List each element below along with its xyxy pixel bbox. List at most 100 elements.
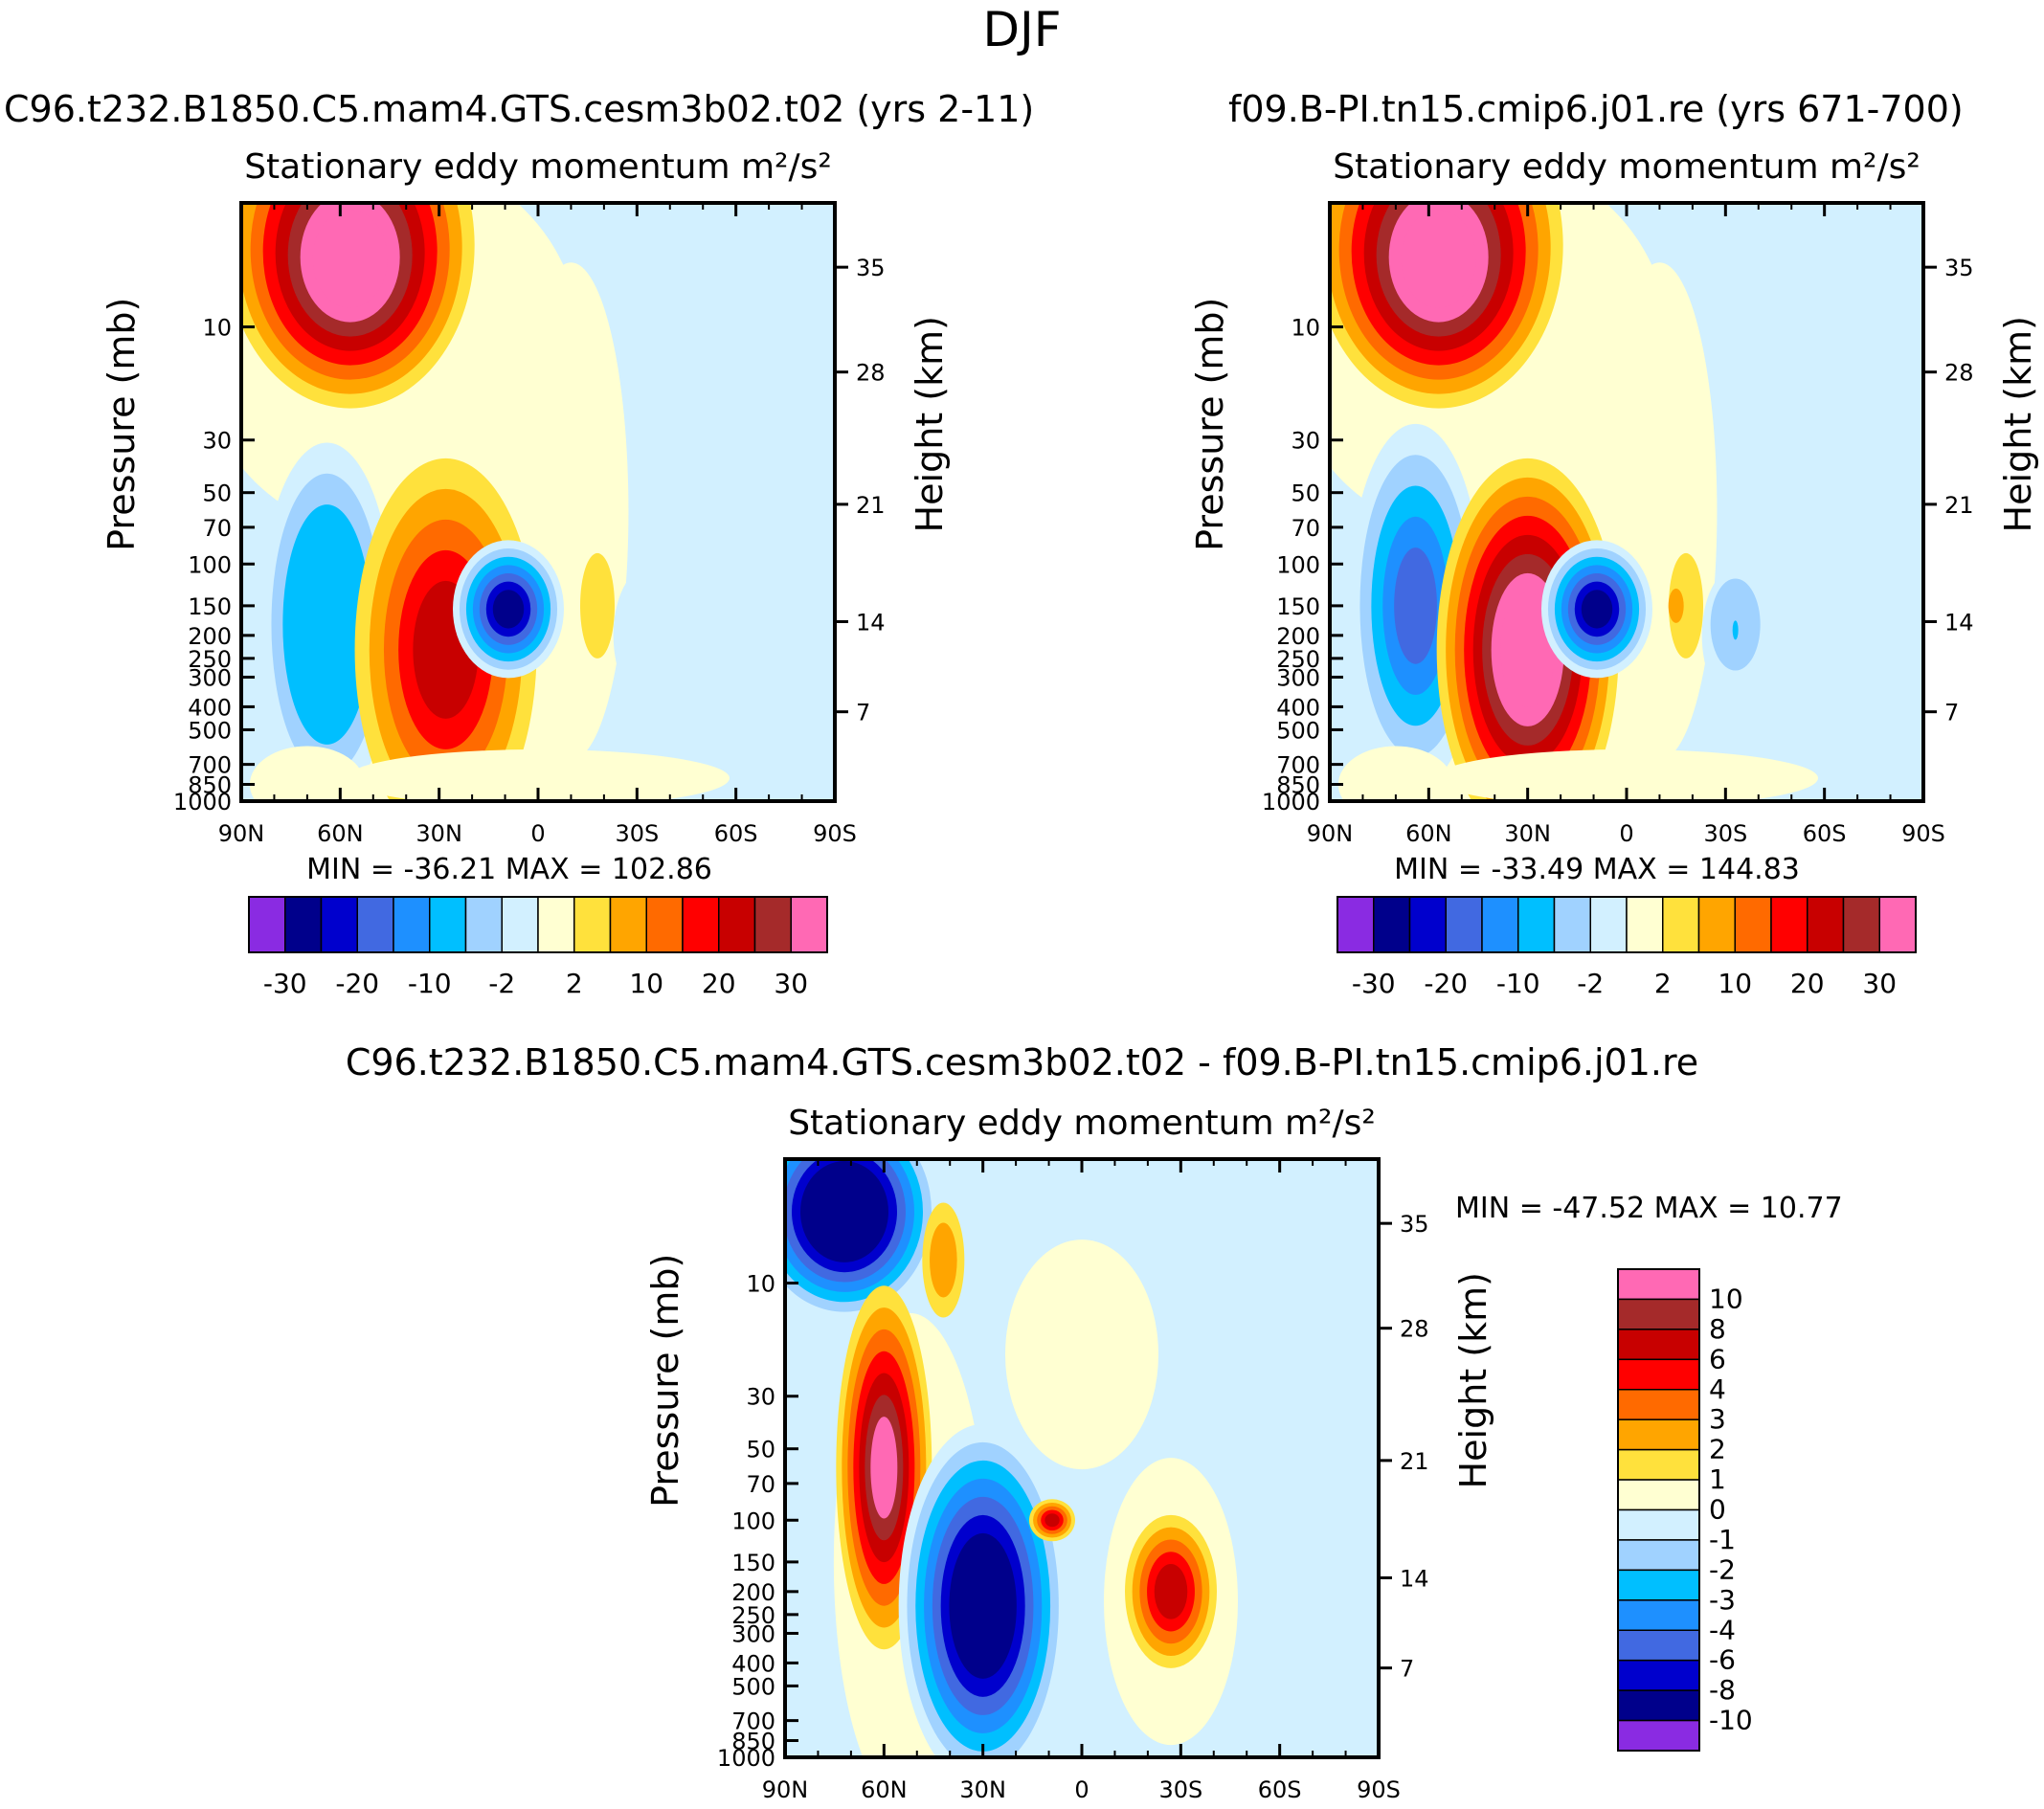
colorbar3-swatch: [1617, 1629, 1700, 1662]
height-tick-label: 14: [1400, 1565, 1429, 1592]
figure-title: DJF: [982, 2, 1062, 57]
x-tick-label: 0: [530, 820, 545, 847]
pressure-tick-label: 100: [1276, 551, 1320, 578]
pressure-tick-label: 30: [202, 428, 232, 455]
colorbar2-label: -2: [1577, 968, 1604, 999]
diff-weak-positive-eq: [1005, 1240, 1158, 1470]
colorbar2-swatch: [1517, 896, 1556, 953]
surface-positive: [1435, 749, 1818, 801]
panel3-case-title: C96.t232.B1850.C5.mam4.GTS.cesm3b02.t02 …: [345, 1041, 1699, 1083]
height-axis-label: Height (km): [1452, 1272, 1494, 1488]
colorbar3-label: -6: [1709, 1644, 1736, 1676]
x-tick-label: 30N: [959, 1776, 1006, 1803]
x-tick-label: 30N: [416, 820, 462, 847]
x-tick-label: 0: [1074, 1776, 1089, 1803]
x-tick-label: 90S: [1357, 1776, 1401, 1803]
height-tick-label: 7: [1944, 700, 1959, 726]
height-tick-label: 35: [1944, 255, 1974, 281]
colorbar2-swatch: [1408, 896, 1447, 953]
surface-positive: [347, 749, 730, 801]
colorbar2-swatch: [1734, 896, 1772, 953]
x-tick-label: 60N: [861, 1776, 908, 1803]
colorbar2-label: 10: [1718, 968, 1752, 999]
colorbar3-label: 0: [1709, 1494, 1726, 1526]
panel2-plot: 90N 60N 30N 0 30S 60S 90S103050701001502002503…: [1189, 147, 2039, 847]
pressure-tick-label: 250: [188, 646, 232, 673]
equatorial-negative-30: [492, 590, 525, 629]
colorbar1-label: -30: [263, 968, 307, 999]
panel2-case-title: f09.B-PI.tn15.cmip6.j01.re (yrs 671-700): [1228, 88, 1964, 130]
colorbar3-swatch: [1617, 1569, 1700, 1601]
x-tick-label: 90N: [218, 820, 265, 847]
colorbar3-swatch: [1617, 1268, 1700, 1301]
colorbar1-swatch: [464, 896, 503, 953]
height-tick-label: 7: [1400, 1656, 1414, 1683]
pressure-tick-label: 400: [1276, 694, 1320, 721]
diff-upper-positive-2: [930, 1222, 957, 1298]
colorbar3-swatch: [1617, 1479, 1700, 1511]
height-tick-label: 28: [856, 360, 886, 387]
sh-negative: [613, 568, 681, 703]
diff-sh-positive-6: [1154, 1564, 1188, 1619]
panel2-min-max: MIN = -33.49 MAX = 144.83: [1394, 853, 1800, 886]
x-tick-label: 60N: [1405, 820, 1452, 847]
colorbar2-swatch: [1770, 896, 1808, 953]
pressure-tick-label: 150: [1276, 593, 1320, 620]
panel1-min-max: MIN = -36.21 MAX = 102.86: [306, 853, 712, 886]
diff-equatorial-positive-6: [1044, 1513, 1060, 1528]
colorbar3-label: 2: [1709, 1434, 1726, 1465]
colorbar2-swatch: [1553, 896, 1591, 953]
pressure-tick-label: 400: [188, 694, 232, 721]
x-tick-label: 30S: [615, 820, 659, 847]
pressure-tick-label: 1000: [1262, 789, 1320, 815]
colorbar3-swatch: [1617, 1689, 1700, 1722]
panel3-plot: 90N 60N 30N 0 30S 60S 90S103050701001502002503…: [644, 1104, 1494, 1803]
colorbar1-swatch: [320, 896, 358, 953]
pressure-axis-label: Pressure (mb): [1189, 298, 1231, 551]
colorbar2-label: -30: [1352, 968, 1396, 999]
colorbar1-swatch: [753, 896, 792, 953]
colorbar1-swatch: [284, 896, 323, 953]
colorbar2-label: 30: [1862, 968, 1897, 999]
pressure-tick-label: 50: [1291, 480, 1320, 507]
height-axis-label: Height (km): [1997, 316, 2039, 532]
pressure-tick-label: 700: [731, 1708, 775, 1735]
colorbar3-swatch: [1617, 1508, 1700, 1541]
pressure-tick-label: 300: [1276, 664, 1320, 691]
pressure-tick-label: 500: [731, 1673, 775, 1700]
colorbar1-swatch: [790, 896, 828, 953]
surface-positive-nh: [1337, 746, 1453, 801]
panel1-case-title: C96.t232.B1850.C5.mam4.GTS.cesm3b02.t02 …: [4, 88, 1035, 130]
colorbar3-label: -2: [1709, 1553, 1736, 1585]
colorbar2-swatch: [1807, 896, 1845, 953]
x-tick-label: 60S: [1803, 820, 1847, 847]
diff-nh-positive-10: [870, 1417, 898, 1519]
panel2-field: [1330, 203, 1923, 801]
height-tick-label: 35: [856, 255, 886, 281]
pressure-tick-label: 200: [188, 623, 232, 650]
colorbar2-frame: [1336, 896, 1917, 953]
colorbar2-swatch: [1336, 896, 1375, 953]
colorbar1-swatch: [356, 896, 394, 953]
sh-positive: [580, 552, 615, 659]
x-tick-label: 30S: [1703, 820, 1747, 847]
colorbar3-swatch: [1617, 1719, 1700, 1752]
panel2-plot-title: Stationary eddy momentum m²/s²: [1333, 147, 1920, 187]
colorbar3-label: 10: [1709, 1283, 1743, 1314]
colorbar1-swatch: [609, 896, 647, 953]
pressure-tick-label: 250: [1276, 646, 1320, 673]
colorbar2-swatch: [1697, 896, 1736, 953]
x-tick-label: 60S: [1258, 1776, 1302, 1803]
pressure-tick-label: 70: [202, 515, 232, 542]
colorbar3-label: 3: [1709, 1403, 1726, 1435]
panel3-field: [785, 1159, 1379, 1757]
colorbar1-swatch: [429, 896, 467, 953]
colorbar1-swatch: [248, 896, 286, 953]
equatorial-negative-30: [1581, 590, 1613, 629]
diff-subtropical-negative-10: [949, 1532, 1017, 1679]
pressure-tick-label: 100: [731, 1508, 775, 1534]
pressure-tick-label: 1000: [173, 789, 232, 815]
colorbar2-swatch: [1842, 896, 1880, 953]
height-tick-label: 21: [1400, 1448, 1429, 1475]
